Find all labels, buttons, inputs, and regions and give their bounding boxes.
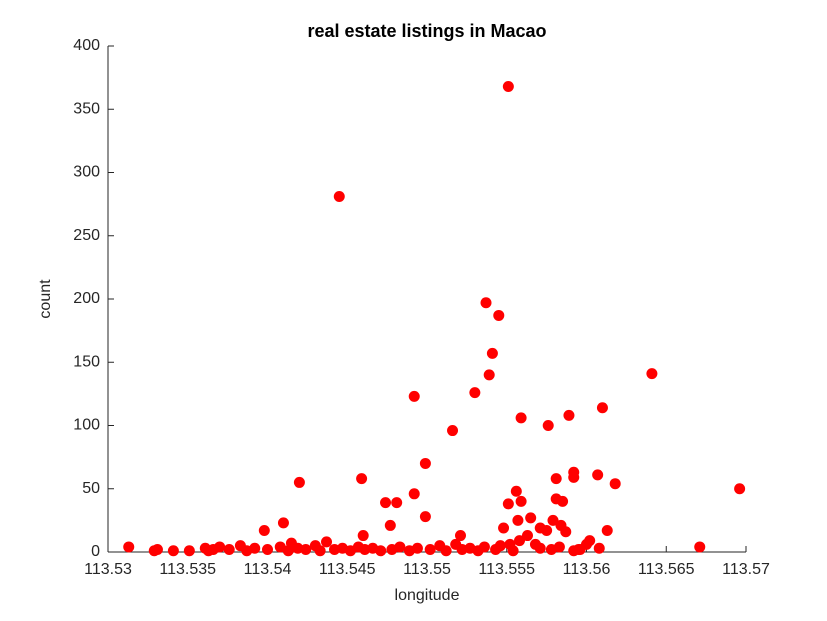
chart-title: real estate listings in Macao (307, 21, 546, 41)
point (357, 530, 369, 542)
point (408, 390, 420, 402)
point (419, 457, 431, 469)
point (214, 541, 226, 553)
y-tick-label: 300 (73, 164, 100, 181)
point (277, 517, 289, 529)
x-tick-label: 113.54 (244, 561, 292, 578)
point (694, 541, 706, 553)
point (394, 541, 406, 553)
point (515, 412, 527, 424)
point (375, 545, 387, 557)
x-tick-label: 113.53 (84, 561, 132, 578)
y-tick-label: 350 (73, 100, 100, 117)
point (411, 542, 423, 554)
x-tick-label: 113.57 (722, 561, 770, 578)
point (568, 471, 580, 483)
point (356, 473, 368, 485)
point (480, 297, 492, 309)
point (183, 545, 195, 557)
point (478, 541, 490, 553)
y-axis-label: count (37, 279, 54, 319)
y-tick-label: 100 (73, 417, 100, 434)
point (514, 535, 526, 547)
point (557, 495, 569, 507)
point (483, 369, 495, 381)
point (493, 309, 505, 321)
point (547, 514, 559, 526)
y-tick-label: 150 (73, 353, 100, 370)
point (596, 402, 608, 414)
point (646, 368, 658, 380)
point (380, 497, 392, 509)
point (593, 542, 605, 554)
point (573, 543, 585, 555)
point (601, 524, 613, 536)
point (293, 476, 305, 488)
point (507, 545, 519, 557)
point (151, 543, 163, 555)
point (512, 514, 524, 526)
point (584, 535, 596, 547)
point (419, 511, 431, 523)
point (249, 542, 261, 554)
x-tick-label: 113.55 (403, 561, 451, 578)
point (534, 542, 546, 554)
point (563, 409, 575, 421)
point (223, 543, 235, 555)
point (321, 536, 333, 548)
point (123, 541, 135, 553)
x-tick-label: 113.535 (159, 561, 216, 578)
y-tick-label: 50 (82, 480, 100, 497)
y-tick-label: 250 (73, 227, 100, 244)
point (515, 495, 527, 507)
point (408, 488, 420, 500)
x-tick-label: 113.545 (319, 561, 376, 578)
point (300, 543, 312, 555)
point (494, 540, 506, 552)
point (447, 425, 459, 437)
point (314, 545, 326, 557)
point (734, 483, 746, 495)
point (258, 524, 270, 536)
x-tick-label: 113.565 (638, 561, 695, 578)
point (510, 485, 522, 497)
x-tick-label: 113.56 (563, 561, 611, 578)
point (502, 80, 514, 92)
point (553, 541, 565, 553)
y-tick-label: 400 (73, 37, 100, 54)
point (542, 420, 554, 431)
point (560, 526, 572, 538)
point (550, 473, 562, 485)
point (469, 387, 481, 399)
point (609, 478, 621, 490)
point (525, 512, 537, 524)
point (592, 469, 604, 481)
point (333, 191, 345, 203)
point (454, 530, 466, 542)
y-tick-label: 200 (73, 290, 100, 307)
point (498, 522, 510, 534)
point (391, 497, 403, 509)
point (486, 347, 498, 359)
point (424, 543, 436, 555)
point (502, 498, 514, 510)
point (541, 524, 553, 536)
point (521, 530, 533, 542)
x-tick-label: 113.555 (478, 561, 535, 578)
point (440, 545, 452, 557)
point (262, 543, 273, 555)
y-tick-label: 0 (91, 543, 100, 560)
point (384, 519, 396, 531)
x-axis-label: longitude (395, 587, 460, 604)
point (167, 545, 179, 557)
